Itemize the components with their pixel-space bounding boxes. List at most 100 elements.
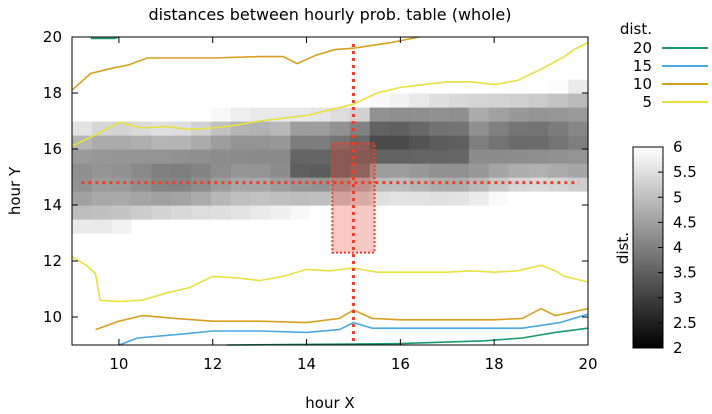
heatmap-cell bbox=[468, 177, 490, 192]
heatmap-cell bbox=[290, 121, 311, 136]
heatmap-cell bbox=[230, 247, 252, 262]
heatmap-cell bbox=[409, 149, 430, 164]
heatmap-cell bbox=[369, 65, 391, 80]
heatmap-cell bbox=[191, 149, 212, 164]
heatmap-cell bbox=[72, 331, 93, 346]
heatmap-cell bbox=[468, 93, 490, 108]
heatmap-cell bbox=[449, 121, 470, 136]
heatmap-cell bbox=[349, 79, 371, 94]
heatmap-cell bbox=[151, 149, 172, 164]
heatmap-cell bbox=[250, 303, 272, 318]
heatmap-cell bbox=[429, 331, 450, 346]
heatmap-cell bbox=[508, 135, 530, 150]
heatmap-cell bbox=[310, 79, 331, 94]
heatmap-cell bbox=[191, 289, 212, 304]
heatmap-cell bbox=[131, 247, 152, 262]
heatmap-cell bbox=[568, 51, 589, 66]
heatmap-cell bbox=[111, 93, 133, 108]
heatmap-cell bbox=[349, 261, 371, 276]
heatmap-cell bbox=[191, 191, 212, 206]
heatmap-cell bbox=[528, 261, 549, 276]
legend-label-20: 20 bbox=[633, 39, 652, 57]
colorbar-tick-label: 4 bbox=[673, 239, 683, 257]
heatmap-cell bbox=[111, 107, 133, 122]
heatmap-cell bbox=[488, 37, 510, 52]
heatmap-cell bbox=[151, 317, 172, 332]
heatmap-cell bbox=[369, 289, 391, 304]
heatmap-cell bbox=[369, 107, 391, 122]
heatmap-cell bbox=[111, 177, 133, 192]
heatmap-cell bbox=[171, 79, 192, 94]
heatmap-cell bbox=[250, 191, 272, 206]
heatmap-cell bbox=[131, 163, 152, 178]
heatmap-cell bbox=[310, 233, 331, 248]
heatmap-cell bbox=[270, 93, 291, 108]
heatmap-cell bbox=[151, 121, 172, 136]
heatmap-cell bbox=[151, 163, 172, 178]
heatmap-cell bbox=[488, 331, 510, 346]
heatmap-cell bbox=[528, 289, 549, 304]
heatmap-cell bbox=[508, 93, 530, 108]
heatmap-cell bbox=[191, 233, 212, 248]
heatmap-cell bbox=[191, 247, 212, 262]
heatmap-cell bbox=[250, 163, 272, 178]
heatmap-cell bbox=[72, 219, 93, 234]
legend-label-5: 5 bbox=[642, 93, 652, 111]
heatmap-cell bbox=[91, 135, 113, 150]
heatmap-cell bbox=[429, 233, 450, 248]
colorbar: dist. 6 5.5 5 4.5 4 3.5 3 2.5 2 bbox=[614, 138, 697, 357]
heatmap-cell bbox=[568, 219, 589, 234]
heatmap-cell bbox=[171, 177, 192, 192]
heatmap-cell bbox=[270, 121, 291, 136]
heatmap-cell bbox=[91, 261, 113, 276]
heatmap-cell bbox=[72, 233, 93, 248]
heatmap-cell bbox=[270, 233, 291, 248]
heatmap-cell bbox=[449, 289, 470, 304]
contour-line-5 bbox=[71, 41, 589, 147]
heatmap-cell bbox=[468, 149, 490, 164]
x-axis-label: hour X bbox=[305, 394, 354, 412]
heatmap-cell bbox=[290, 331, 311, 346]
heatmap-cell bbox=[508, 177, 530, 192]
heatmap-cell bbox=[468, 121, 490, 136]
heatmap-cell bbox=[369, 93, 391, 108]
heatmap-cell bbox=[349, 331, 371, 346]
y-tick-label: 14 bbox=[43, 196, 62, 214]
heatmap-cell bbox=[131, 37, 152, 52]
heatmap-cell bbox=[389, 149, 410, 164]
heatmap-cell bbox=[508, 121, 530, 136]
heatmap-cell bbox=[369, 331, 391, 346]
heatmap-cell bbox=[389, 65, 410, 80]
heatmap-cell bbox=[429, 51, 450, 66]
heatmap-cell bbox=[429, 205, 450, 220]
heatmap-cell bbox=[568, 261, 589, 276]
heatmap-cell bbox=[210, 107, 232, 122]
heatmap-cell bbox=[429, 135, 450, 150]
heatmap-cell bbox=[429, 121, 450, 136]
heatmap-cell bbox=[72, 289, 93, 304]
heatmap-cell bbox=[91, 79, 113, 94]
x-tick-label: 20 bbox=[578, 355, 597, 373]
heatmap-cell bbox=[91, 177, 113, 192]
heatmap-cell bbox=[250, 37, 272, 52]
heatmap-cell bbox=[111, 37, 133, 52]
heatmap-cell bbox=[429, 37, 450, 52]
heatmap-cell bbox=[409, 177, 430, 192]
heatmap-cell bbox=[151, 331, 172, 346]
heatmap-cell bbox=[389, 331, 410, 346]
heatmap-cell bbox=[449, 191, 470, 206]
x-tick-label: 18 bbox=[485, 355, 504, 373]
heatmap-cell bbox=[548, 37, 569, 52]
heatmap-cell bbox=[488, 191, 510, 206]
heatmap-cell bbox=[488, 275, 510, 290]
heatmap-cell bbox=[488, 79, 510, 94]
heatmap-cell bbox=[290, 275, 311, 290]
heatmap-cell bbox=[290, 65, 311, 80]
heatmap-cell bbox=[210, 331, 232, 346]
heatmap-cell bbox=[488, 51, 510, 66]
heatmap-cell bbox=[91, 93, 113, 108]
heatmap-cell bbox=[409, 191, 430, 206]
heatmap-cell bbox=[191, 331, 212, 346]
heatmap-cell bbox=[528, 149, 549, 164]
